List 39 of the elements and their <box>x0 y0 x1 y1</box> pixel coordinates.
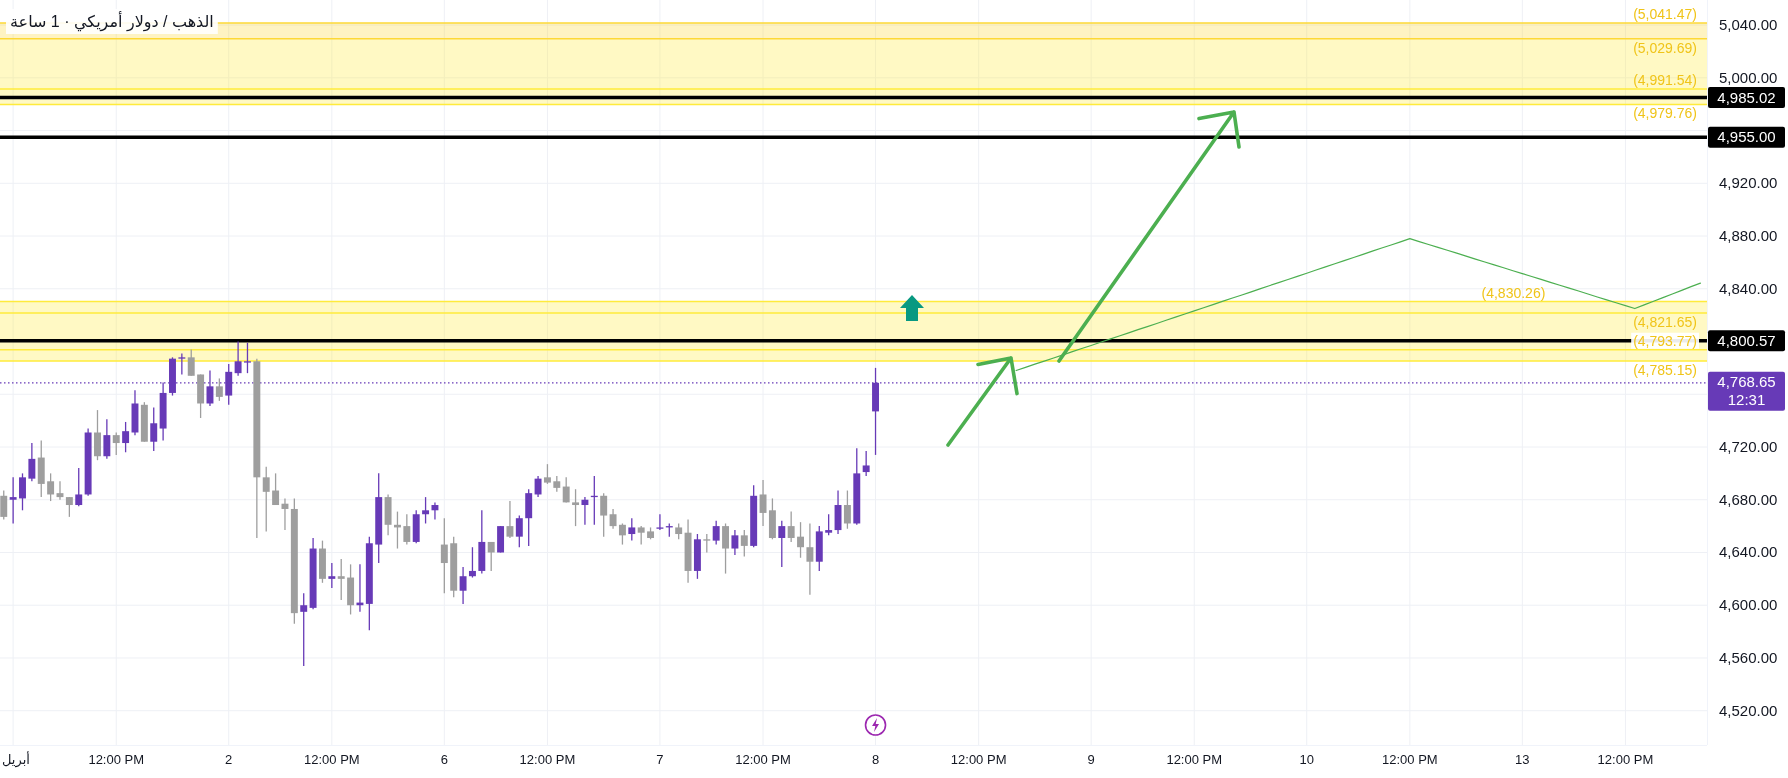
x-tick-label: أبريل <box>2 752 30 767</box>
ref-line-label: 4,800.57 <box>1717 331 1776 349</box>
x-tick-label: 12:00 PM <box>950 752 1007 767</box>
annotation: (4,821.65) <box>1633 313 1697 330</box>
y-tick-label: 4,640.00 <box>1719 543 1778 561</box>
y-tick-label: 4,720.00 <box>1719 438 1778 455</box>
x-tick-label: 12:00 PM <box>1382 752 1438 767</box>
x-tick-label: 12:00 PM <box>88 752 145 767</box>
y-tick-label: 4,880.00 <box>1719 227 1778 245</box>
x-tick-label: 12:00 PM <box>1597 752 1654 767</box>
x-tick-label: 8 <box>871 752 880 767</box>
x-tick-label: 12:00 PM <box>735 752 791 767</box>
title: الذهب / دولار أمريكي · 1 ساعة <box>6 9 218 34</box>
ref-line-label: 4,955.00 <box>1717 128 1776 146</box>
ref-line-label: 4,768.65 12:31 <box>1717 373 1776 409</box>
annotation: (5,041.47) <box>1633 6 1697 23</box>
x-tick-label: 13 <box>1515 752 1530 767</box>
y-tick-label: 5,000.00 <box>1719 68 1778 86</box>
annotation: (4,830.26) <box>1481 284 1546 301</box>
y-tick-label: 5,040.00 <box>1719 16 1778 34</box>
y-tick-label: 4,680.00 <box>1719 490 1778 508</box>
x-tick-label: 10 <box>1299 752 1314 767</box>
annotation: (4,979.76) <box>1633 105 1697 122</box>
annotation: (5,029.69) <box>1633 39 1697 56</box>
y-tick-label: 4,600.00 <box>1719 596 1778 614</box>
x-tick-label: 9 <box>1087 752 1095 767</box>
x-tick-label: 2 <box>225 752 233 767</box>
y-tick-label: 4,520.00 <box>1719 701 1778 719</box>
x-tick-label: 6 <box>440 752 448 767</box>
ref-line-label: 4,985.02 <box>1717 88 1776 106</box>
annotation: (4,785.15) <box>1633 362 1697 379</box>
x-tick-label: 7 <box>656 752 664 767</box>
x-tick-label: 12:00 PM <box>304 752 360 767</box>
y-tick-label: 4,560.00 <box>1719 648 1778 666</box>
annotation: (4,991.54) <box>1633 71 1697 88</box>
y-tick-label: 4,840.00 <box>1719 279 1778 297</box>
y-tick-label: 4,920.00 <box>1719 174 1778 192</box>
x-tick-label: 12:00 PM <box>519 752 576 767</box>
x-tick-label: 12:00 PM <box>1166 752 1223 767</box>
